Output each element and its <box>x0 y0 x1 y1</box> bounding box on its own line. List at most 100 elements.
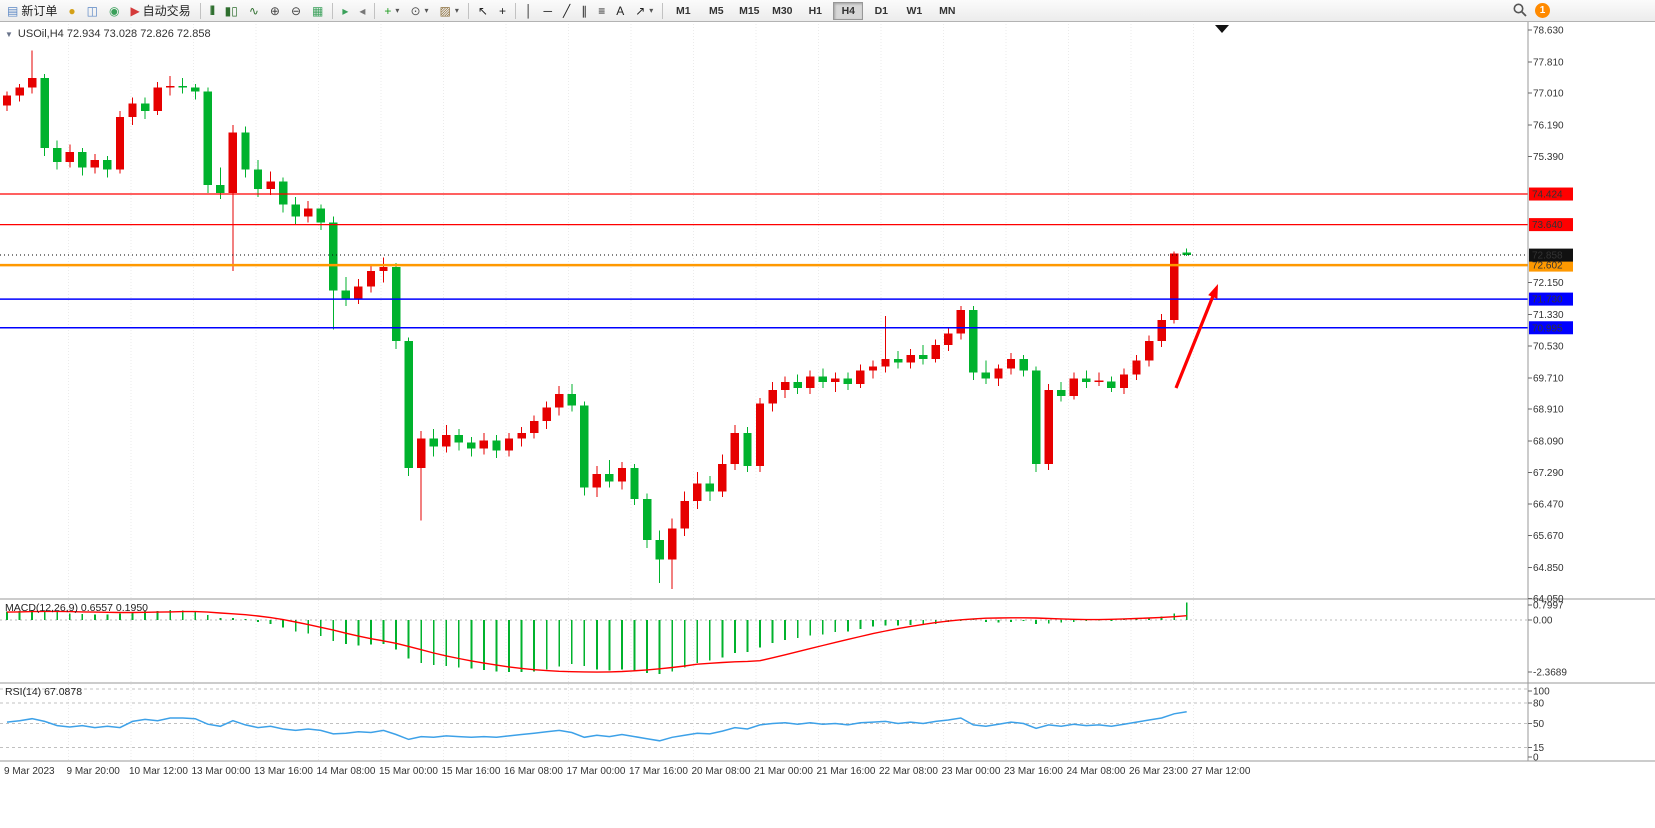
coins-icon[interactable]: ● <box>63 1 80 21</box>
svg-text:23 Mar 00:00: 23 Mar 00:00 <box>942 766 1001 777</box>
svg-text:64.050: 64.050 <box>1533 594 1564 605</box>
timeframe-button-m5[interactable]: M5 <box>709 4 724 17</box>
svg-text:77.010: 77.010 <box>1533 89 1564 100</box>
time-axis-labels: 9 Mar 2023 9 Mar 20:00 10 Mar 12:00 13 Mar … <box>4 766 1251 777</box>
svg-text:16 Mar 08:00: 16 Mar 08:00 <box>504 766 563 777</box>
arrows-icon: ↗ <box>635 3 646 18</box>
notification-badge[interactable]: 1 <box>1535 2 1550 18</box>
trendline-tool[interactable]: ╱ <box>558 1 575 21</box>
channel-tool[interactable]: ∥ <box>576 1 592 21</box>
vertical-line-tool[interactable]: │ <box>520 1 538 21</box>
arrow-annotation[interactable] <box>1174 284 1218 389</box>
text-tool[interactable]: A <box>611 1 629 21</box>
tile-windows-icon[interactable]: ▦ <box>307 1 328 21</box>
toolbar-right-group: 1 <box>1512 2 1550 18</box>
add-indicator-button[interactable]: + ▾ <box>379 1 404 21</box>
toolbar-separator <box>374 2 376 19</box>
new-order-button-label: 新订单 <box>21 4 58 18</box>
toolbar-separator <box>467 2 469 19</box>
svg-text:70.995: 70.995 <box>1532 323 1563 334</box>
bar-chart-icon[interactable]: ||| <box>205 1 219 21</box>
chart-shift-icon[interactable]: ◂ <box>354 1 370 21</box>
toolbar-separator <box>332 2 334 19</box>
line-chart-icon[interactable]: ∿ <box>244 1 264 21</box>
candles-layer <box>2 50 1191 589</box>
price-label-boxes: 74.424 73.640 72.602 71.730 70.995 72.858 <box>1529 187 1573 335</box>
svg-text:50: 50 <box>1533 719 1545 730</box>
svg-text:27 Mar 12:00: 27 Mar 12:00 <box>1192 766 1251 777</box>
timeframe-button-m1[interactable]: M1 <box>676 4 691 17</box>
horizontal-lines-layer[interactable] <box>0 193 1528 329</box>
zoom-out-icon[interactable]: ⊖ <box>286 1 306 21</box>
charts-window-icon: ◫ <box>86 3 98 18</box>
auto-scroll-icon[interactable]: ▸ <box>337 1 353 21</box>
one-click-trading-arrow[interactable]: ▼ <box>5 29 13 39</box>
timeframe-button-h4[interactable]: H4 <box>833 1 864 20</box>
panel-separators <box>0 22 1655 762</box>
svg-text:21 Mar 00:00: 21 Mar 00:00 <box>754 766 813 777</box>
svg-text:0: 0 <box>1533 753 1539 764</box>
svg-text:74.424: 74.424 <box>1532 190 1563 201</box>
svg-text:66.470: 66.470 <box>1533 500 1564 511</box>
zoom-in-icon[interactable]: ⊕ <box>265 1 285 21</box>
svg-text:21 Mar 16:00: 21 Mar 16:00 <box>817 766 876 777</box>
charts-window-icon[interactable]: ◫ <box>82 1 103 21</box>
vertical-line-icon: │ <box>524 3 533 18</box>
arrows-tool[interactable]: ↗ ▾ <box>630 1 658 21</box>
svg-text:67.290: 67.290 <box>1533 468 1564 479</box>
svg-text:-2.3689: -2.3689 <box>1533 668 1567 679</box>
market-watch-icon[interactable]: ◉ <box>104 1 124 21</box>
timeframe-button-w1[interactable]: W1 <box>906 4 923 17</box>
add-indicator-icon: + <box>384 3 392 18</box>
macd-label: MACD(12,26,9) 0.6557 0.1950 <box>5 602 149 614</box>
market-watch-icon: ◉ <box>108 3 120 18</box>
toolbar-separator <box>662 2 664 19</box>
horizontal-line-tool[interactable]: ─ <box>538 1 557 21</box>
templates-button[interactable]: ▨ ▾ <box>435 1 464 21</box>
periods-icon: ⊙ <box>410 3 421 18</box>
zoom-out-icon: ⊖ <box>290 3 301 18</box>
fibonacci-tool[interactable]: ≡ <box>593 1 610 21</box>
search-icon[interactable] <box>1512 2 1528 18</box>
timeframe-button-m30[interactable]: M30 <box>772 4 793 17</box>
chart-canvas[interactable]: 78.630 77.810 77.010 76.190 75.390 72.150 71.3… <box>0 22 1655 828</box>
toolbar-separator <box>514 2 516 19</box>
svg-text:17 Mar 16:00: 17 Mar 16:00 <box>629 766 688 777</box>
svg-text:9 Mar 2023: 9 Mar 2023 <box>4 766 55 777</box>
svg-text:69.710: 69.710 <box>1533 373 1564 384</box>
timeframe-button-d1[interactable]: D1 <box>874 4 889 17</box>
svg-text:24 Mar 08:00: 24 Mar 08:00 <box>1067 766 1126 777</box>
svg-text:100: 100 <box>1533 687 1550 698</box>
candlestick-chart-icon[interactable]: ▮▯ <box>220 1 243 21</box>
periods-button[interactable]: ⊙ ▾ <box>405 1 433 21</box>
bar-chart-icon: ||| <box>209 4 215 16</box>
cursor-icon: ↖ <box>477 3 488 18</box>
timeframe-button-mn[interactable]: MN <box>939 4 956 17</box>
timeframe-button-m15[interactable]: M15 <box>739 4 760 17</box>
svg-text:76.190: 76.190 <box>1533 121 1564 132</box>
new-order-button[interactable]: ▤ 新订单 <box>2 1 62 21</box>
svg-text:23 Mar 16:00: 23 Mar 16:00 <box>1004 766 1063 777</box>
svg-text:15 Mar 16:00: 15 Mar 16:00 <box>442 766 501 777</box>
svg-text:22 Mar 08:00: 22 Mar 08:00 <box>879 766 938 777</box>
auto-trading-button[interactable]: ▶ 自动交易 <box>125 1 195 21</box>
svg-text:72.602: 72.602 <box>1532 261 1563 272</box>
new-order-icon: ▤ <box>7 3 19 18</box>
svg-text:68.910: 68.910 <box>1533 405 1564 416</box>
svg-text:71.330: 71.330 <box>1533 310 1564 321</box>
cursor-tool[interactable]: ↖ <box>473 1 493 21</box>
crosshair-tool[interactable]: + <box>494 1 511 21</box>
svg-text:80: 80 <box>1533 698 1545 709</box>
symbol-info: USOil,H4 72.934 73.028 72.826 72.858 <box>17 28 211 40</box>
svg-text:14 Mar 08:00: 14 Mar 08:00 <box>317 766 376 777</box>
svg-text:13 Mar 16:00: 13 Mar 16:00 <box>254 766 313 777</box>
timeframe-button-h1[interactable]: H1 <box>808 4 823 17</box>
chart-window[interactable]: 78.630 77.810 77.010 76.190 75.390 72.150 71.3… <box>0 22 1655 828</box>
svg-text:0.00: 0.00 <box>1533 616 1553 627</box>
svg-text:77.810: 77.810 <box>1533 57 1564 68</box>
svg-text:64.850: 64.850 <box>1533 563 1564 574</box>
svg-text:65.670: 65.670 <box>1533 531 1564 542</box>
caret-down-icon: ▾ <box>454 6 459 15</box>
svg-text:15: 15 <box>1533 743 1545 754</box>
svg-text:10 Mar 12:00: 10 Mar 12:00 <box>129 766 188 777</box>
